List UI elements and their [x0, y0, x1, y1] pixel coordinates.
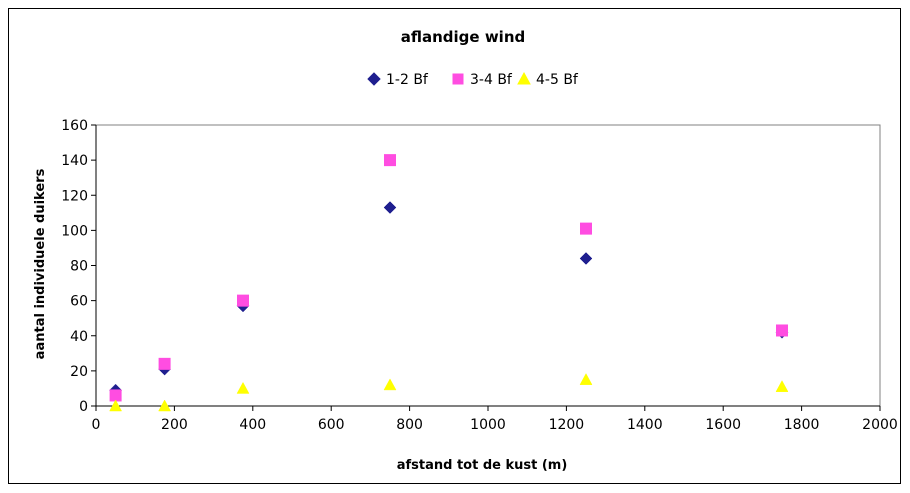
x-tick-label: 800	[396, 417, 423, 433]
x-tick-label: 600	[318, 417, 345, 433]
data-point-square	[385, 155, 396, 166]
y-axis-ticks: 0 20 40 60 80 100 120 140 160	[61, 118, 96, 415]
y-axis-label: aantal individuele duikers	[33, 168, 48, 359]
x-axis-label: afstand tot de kust (m)	[397, 458, 568, 473]
y-tick-label: 140	[61, 153, 88, 169]
data-point-square	[159, 358, 170, 369]
x-tick-label: 200	[161, 417, 188, 433]
y-tick-label: 60	[70, 294, 88, 310]
legend-marker-diamond	[368, 73, 380, 85]
data-point-square	[238, 295, 249, 306]
data-point-square	[777, 325, 788, 336]
x-tick-label: 400	[239, 417, 266, 433]
y-tick-label: 160	[61, 118, 88, 134]
x-axis-ticks: 0 200 400 600 800 1000 1200 1400 1600 1800 2000	[92, 406, 898, 433]
y-tick-label: 100	[61, 223, 88, 239]
x-tick-label: 1000	[470, 417, 506, 433]
y-tick-label: 40	[70, 329, 88, 345]
y-tick-label: 80	[70, 259, 88, 275]
legend-label-3-4-bf: 3-4 Bf	[470, 72, 513, 88]
x-tick-label: 1400	[627, 417, 663, 433]
x-tick-label: 1200	[549, 417, 585, 433]
data-point-triangle	[237, 382, 249, 393]
legend-marker-square	[453, 74, 463, 84]
x-tick-label: 1800	[784, 417, 820, 433]
data-point-diamond	[384, 202, 396, 214]
data-point-triangle	[384, 379, 396, 390]
plot-area	[96, 125, 880, 406]
data-point-diamond	[580, 252, 592, 264]
y-tick-label: 0	[79, 399, 88, 415]
data-point-square	[110, 390, 121, 401]
y-tick-label: 120	[61, 188, 88, 204]
y-tick-label: 20	[70, 364, 88, 380]
data-point-triangle	[776, 381, 788, 392]
chart-title: aflandige wind	[401, 28, 525, 46]
x-tick-label: 1600	[705, 417, 741, 433]
x-tick-label: 0	[92, 417, 101, 433]
legend-label-1-2-bf: 1-2 Bf	[386, 72, 429, 88]
legend-label-4-5-bf: 4-5 Bf	[536, 72, 579, 88]
data-point-square	[581, 223, 592, 234]
legend-marker-triangle	[518, 73, 530, 84]
data-markers	[110, 155, 788, 411]
legend: 1-2 Bf 3-4 Bf 4-5 Bf	[368, 72, 579, 88]
x-tick-label: 2000	[862, 417, 898, 433]
data-point-triangle	[580, 374, 592, 385]
